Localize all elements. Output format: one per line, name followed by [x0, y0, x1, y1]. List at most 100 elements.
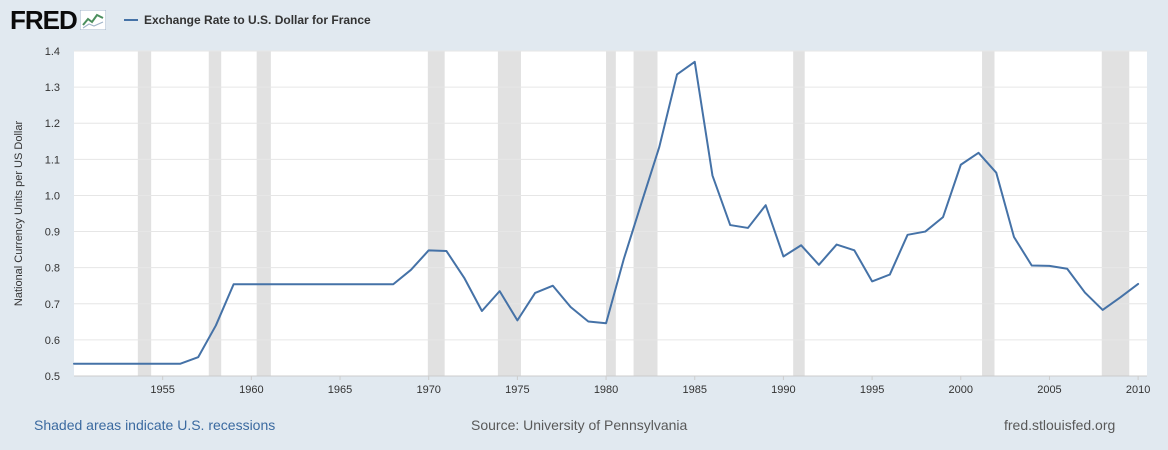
data-point — [389, 280, 397, 288]
x-tick-label: 2010 — [1126, 384, 1150, 396]
data-point — [336, 280, 344, 288]
data-point — [762, 201, 770, 209]
y-tick-label: 0.9 — [45, 227, 60, 239]
recession-band — [137, 51, 152, 376]
recession-band — [1101, 51, 1130, 376]
data-point — [549, 282, 557, 290]
recession-band — [633, 51, 658, 376]
data-point — [531, 289, 539, 297]
y-tick-label: 0.8 — [45, 263, 60, 275]
x-tick-label: 1955 — [150, 384, 174, 396]
data-point — [567, 303, 575, 311]
recession-band — [793, 51, 805, 376]
data-point — [513, 316, 521, 324]
data-point — [779, 252, 787, 260]
data-point — [176, 360, 184, 368]
data-point — [70, 360, 78, 368]
legend-label: Exchange Rate to U.S. Dollar for France — [144, 13, 371, 27]
data-point — [247, 280, 255, 288]
data-point — [283, 280, 291, 288]
recession-band — [208, 51, 222, 376]
data-point — [407, 266, 415, 274]
data-point — [354, 280, 362, 288]
y-tick-label: 0.7 — [45, 299, 60, 311]
series-line — [73, 60, 1140, 365]
data-point — [1081, 289, 1089, 297]
data-point — [318, 280, 326, 288]
data-point — [1116, 293, 1124, 301]
data-point — [708, 172, 716, 180]
data-point — [105, 360, 113, 368]
data-point — [886, 271, 894, 279]
data-point — [584, 317, 592, 325]
data-point — [939, 213, 947, 221]
data-point — [833, 241, 841, 249]
data-point — [230, 280, 238, 288]
data-point — [496, 287, 504, 295]
data-point — [691, 58, 699, 66]
data-point — [88, 360, 96, 368]
data-point — [460, 274, 468, 282]
y-tick-label: 0.5 — [45, 371, 60, 383]
data-point — [602, 319, 610, 327]
chart-header: FRED Exchange Rate to U.S. Dollar for Fr… — [0, 0, 1168, 40]
data-point — [194, 353, 202, 361]
data-point — [159, 360, 167, 368]
data-point — [372, 280, 380, 288]
y-tick-label: 1.0 — [45, 190, 60, 202]
data-point — [301, 280, 309, 288]
data-point — [1134, 280, 1142, 288]
data-point — [425, 246, 433, 254]
recession-note[interactable]: Shaded areas indicate U.S. recessions — [34, 417, 276, 433]
fred-logo[interactable]: FRED — [10, 6, 106, 34]
data-point — [673, 70, 681, 78]
recession-band — [497, 51, 521, 376]
trend-line-icon — [79, 10, 106, 30]
data-point — [726, 221, 734, 229]
recession-band — [427, 51, 445, 376]
data-point — [975, 149, 983, 157]
fred-logo-text: FRED — [10, 5, 78, 35]
data-point — [141, 360, 149, 368]
data-point — [744, 224, 752, 232]
data-point — [904, 231, 912, 239]
recession-band — [606, 51, 616, 376]
data-point — [957, 161, 965, 169]
data-point — [478, 307, 486, 315]
x-tick-label: 1975 — [505, 384, 529, 396]
data-point — [1063, 265, 1071, 273]
data-point — [1099, 306, 1107, 314]
x-tick-label: 2005 — [1037, 384, 1061, 396]
data-point — [655, 143, 663, 151]
legend-line-swatch — [124, 19, 138, 21]
site-link[interactable]: fred.stlouisfed.org — [1004, 417, 1116, 433]
data-point — [620, 255, 628, 263]
y-tick-label: 1.3 — [45, 82, 60, 94]
data-point — [442, 247, 450, 255]
y-tick-label: 1.2 — [45, 118, 60, 130]
y-axis-label: National Currency Units per US Dollar — [13, 121, 25, 307]
data-point — [1010, 233, 1018, 241]
y-tick-label: 1.4 — [45, 46, 60, 58]
x-tick-label: 2000 — [949, 384, 973, 396]
data-point — [992, 169, 1000, 177]
data-point — [265, 280, 273, 288]
data-point — [815, 261, 823, 269]
data-point — [638, 199, 646, 207]
source-text: Source: University of Pennsylvania — [471, 417, 688, 433]
data-point — [1028, 262, 1036, 270]
x-tick-label: 1995 — [860, 384, 884, 396]
data-point — [1045, 262, 1053, 270]
recession-band — [982, 51, 995, 376]
x-tick-label: 1970 — [416, 384, 440, 396]
y-tick-label: 1.1 — [45, 154, 60, 166]
chart-legend: Exchange Rate to U.S. Dollar for France — [124, 11, 371, 29]
x-tick-label: 1960 — [239, 384, 263, 396]
x-tick-label: 1965 — [328, 384, 352, 396]
data-point — [797, 241, 805, 249]
recession-band — [256, 51, 271, 376]
x-tick-label: 1985 — [683, 384, 707, 396]
x-tick-label: 1990 — [771, 384, 795, 396]
y-tick-label: 0.6 — [45, 335, 60, 347]
